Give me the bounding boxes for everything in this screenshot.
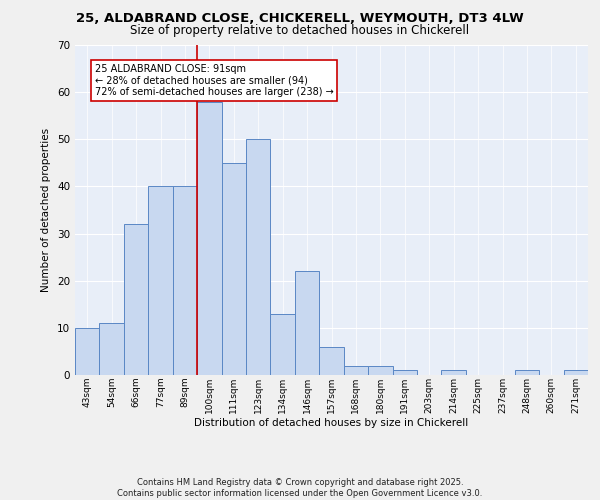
Bar: [124, 224, 148, 375]
Bar: [271, 314, 295, 375]
Bar: [563, 370, 588, 375]
Bar: [515, 370, 539, 375]
Text: Contains HM Land Registry data © Crown copyright and database right 2025.
Contai: Contains HM Land Registry data © Crown c…: [118, 478, 482, 498]
Bar: [319, 346, 344, 375]
Bar: [368, 366, 392, 375]
Y-axis label: Number of detached properties: Number of detached properties: [41, 128, 52, 292]
Text: 25, ALDABRAND CLOSE, CHICKERELL, WEYMOUTH, DT3 4LW: 25, ALDABRAND CLOSE, CHICKERELL, WEYMOUT…: [76, 12, 524, 26]
Bar: [148, 186, 173, 375]
Text: Size of property relative to detached houses in Chickerell: Size of property relative to detached ho…: [130, 24, 470, 37]
Bar: [100, 323, 124, 375]
Bar: [246, 140, 271, 375]
Bar: [295, 272, 319, 375]
Bar: [344, 366, 368, 375]
Bar: [75, 328, 100, 375]
X-axis label: Distribution of detached houses by size in Chickerell: Distribution of detached houses by size …: [194, 418, 469, 428]
Bar: [173, 186, 197, 375]
Bar: [221, 163, 246, 375]
Text: 25 ALDABRAND CLOSE: 91sqm
← 28% of detached houses are smaller (94)
72% of semi-: 25 ALDABRAND CLOSE: 91sqm ← 28% of detac…: [95, 64, 333, 97]
Bar: [197, 102, 221, 375]
Bar: [442, 370, 466, 375]
Bar: [392, 370, 417, 375]
